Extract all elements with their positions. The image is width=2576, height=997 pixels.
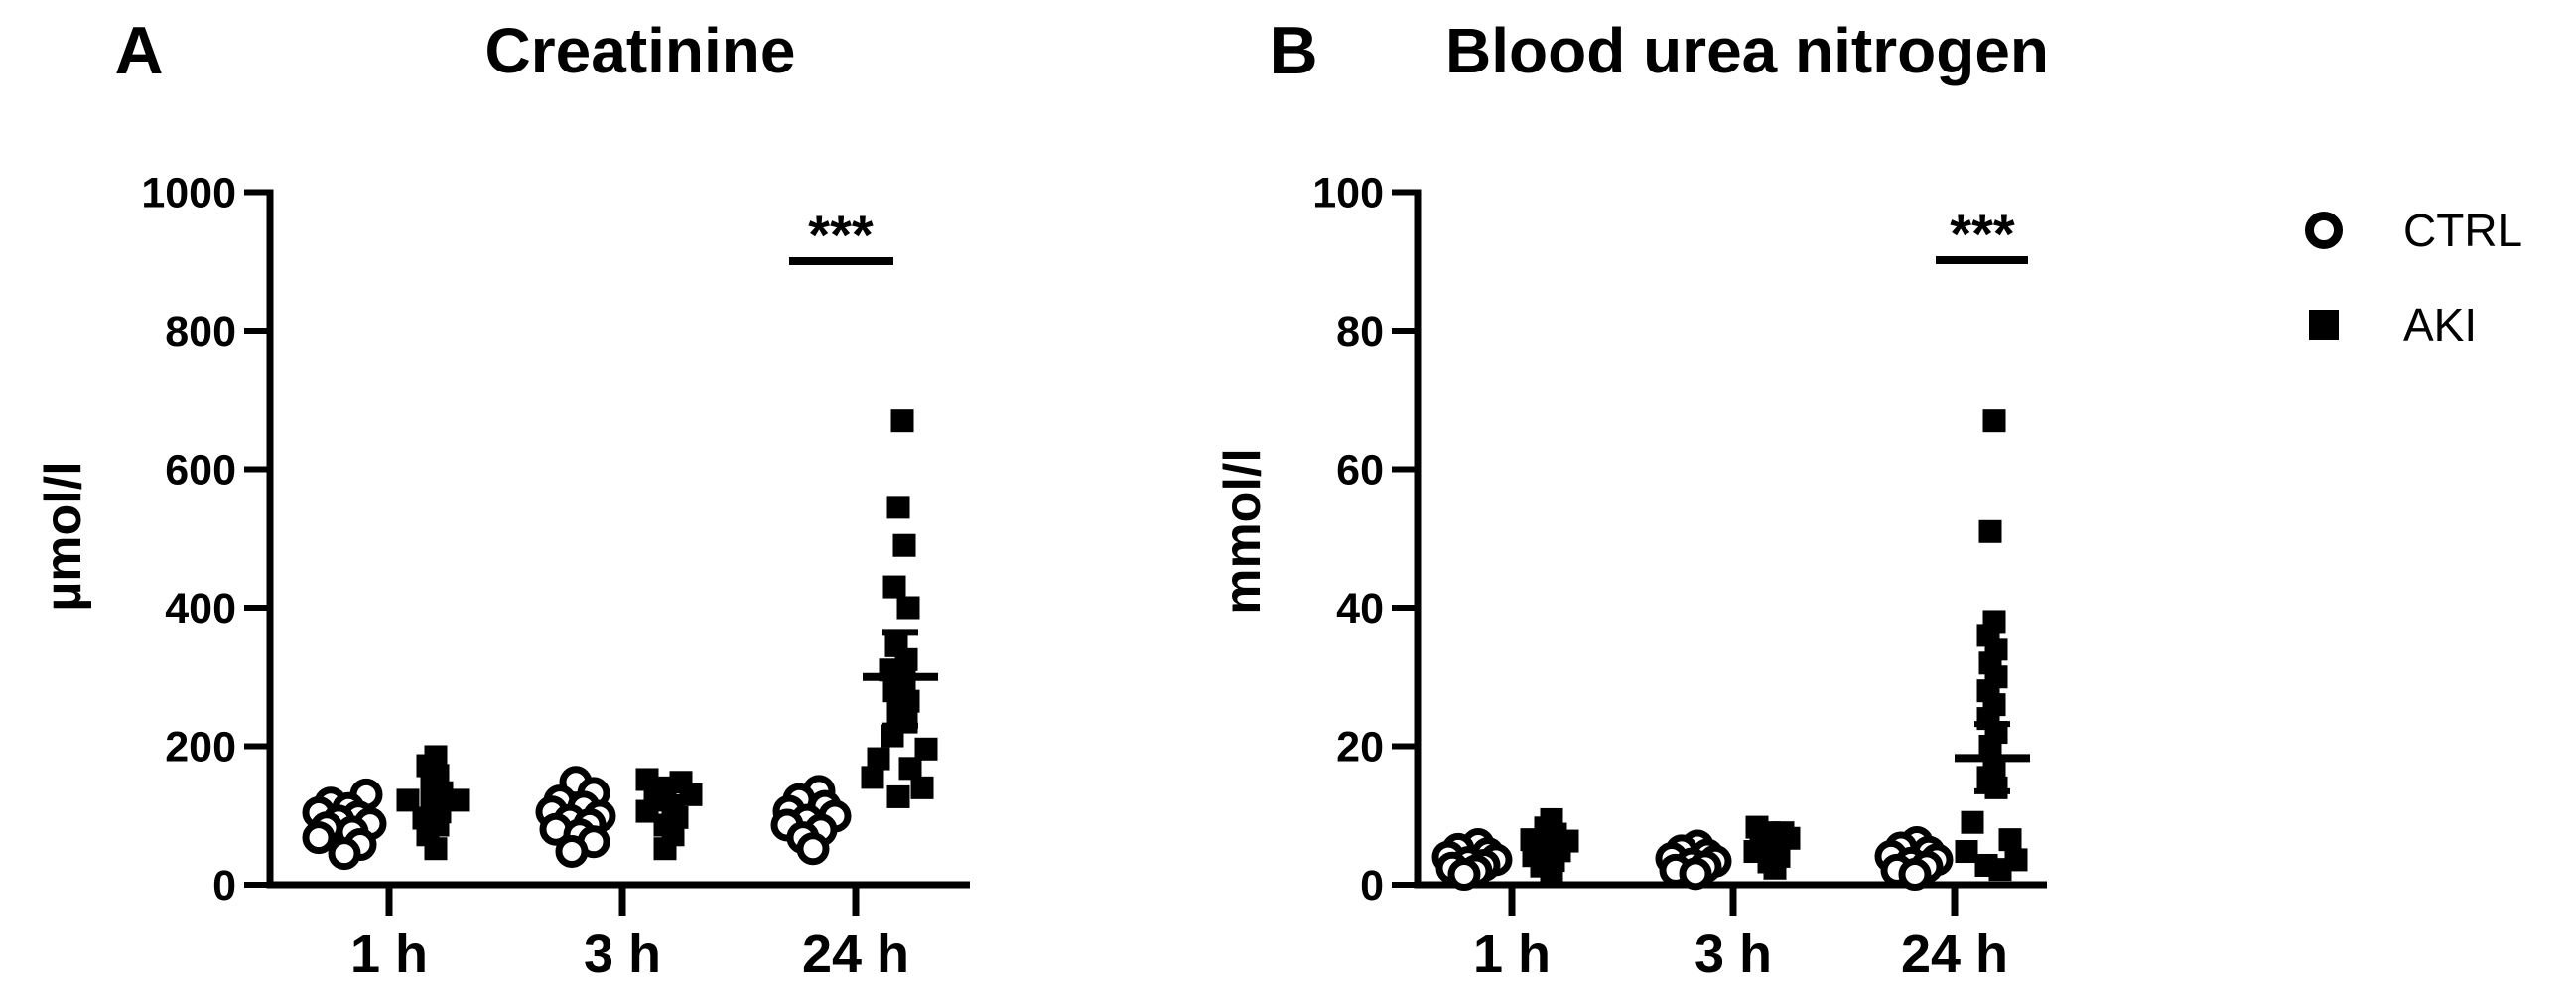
y-tick-label: 100 (1312, 170, 1384, 217)
data-point-aki (882, 575, 906, 599)
data-point-aki (1984, 776, 2008, 799)
legend-ctrl-marker-icon (2305, 212, 2343, 249)
data-point-aki (446, 788, 470, 812)
data-point-ctrl (1898, 858, 1932, 892)
y-tick-label: 400 (165, 585, 236, 633)
x-tick-label: 3 h (584, 925, 661, 984)
data-point-ctrl (302, 821, 336, 855)
data-point-aki (1982, 409, 2006, 433)
data-point-aki (679, 783, 703, 806)
open-circle-icon (2305, 212, 2343, 249)
y-tick-label: 0 (212, 862, 236, 910)
y-tick-label: 40 (1336, 585, 1384, 633)
y-tick-label: 20 (1336, 724, 1384, 772)
y-tick-label: 1000 (141, 170, 236, 217)
data-point-aki (896, 596, 920, 620)
significance-stars: *** (808, 204, 874, 266)
data-point-aki (867, 747, 890, 771)
data-point-aki (653, 837, 677, 861)
x-tick-label: 1 h (1473, 925, 1551, 984)
panel-a-letter: A (114, 13, 164, 88)
x-tick-label: 3 h (1695, 925, 1772, 984)
data-point-aki (890, 409, 914, 433)
data-point-aki (881, 724, 904, 748)
data-point-aki (892, 533, 916, 557)
data-point-ctrl (1447, 858, 1481, 892)
data-point-aki (396, 788, 420, 812)
panel-b-title: Blood urea nitrogen (1445, 15, 2049, 86)
legend-aki-label: AKI (2403, 299, 2478, 351)
data-point-aki (898, 757, 922, 781)
y-tick-label: 200 (165, 724, 236, 772)
data-point-aki (1763, 856, 1787, 880)
data-point-aki (1978, 519, 2002, 543)
y-tick-label: 800 (165, 308, 236, 356)
data-point-aki (1998, 828, 2022, 852)
x-tick-label: 1 h (350, 925, 428, 984)
data-point-aki (1988, 858, 2012, 882)
data-point-aki (910, 776, 934, 799)
significance-stars: *** (1950, 203, 2015, 265)
data-point-aki (886, 496, 910, 519)
y-tick-label: 0 (1360, 862, 1384, 910)
data-point-ctrl (796, 832, 830, 866)
legend-ctrl-label: CTRL (2403, 205, 2523, 256)
panel-a-title: Creatinine (484, 15, 796, 86)
x-tick-label: 24 h (802, 925, 909, 984)
legend-aki-marker-icon (2309, 310, 2339, 340)
panel-b-y-axis-unit: mmol/l (1214, 448, 1272, 615)
data-point-aki (424, 837, 448, 861)
data-point-aki (635, 768, 659, 791)
data-point-aki (914, 737, 938, 761)
data-point-aki (1955, 840, 1978, 864)
data-point-ctrl (555, 835, 589, 869)
data-point-aki (1540, 860, 1563, 884)
data-point-ctrl (1679, 857, 1712, 891)
x-tick-label: 24 h (1901, 925, 2008, 984)
y-tick-label: 60 (1336, 447, 1384, 495)
y-tick-label: 600 (165, 447, 236, 495)
y-tick-label: 80 (1336, 308, 1384, 356)
data-point-aki (886, 784, 910, 808)
filled-square-icon (2309, 310, 2339, 340)
data-point-aki (1961, 810, 1984, 834)
panel-b-letter: B (1269, 13, 1318, 88)
data-point-aki (635, 799, 659, 823)
data-point-ctrl (328, 837, 361, 871)
panel-a-y-axis-unit: µmol/l (35, 461, 92, 612)
data-point-aki (861, 766, 884, 789)
